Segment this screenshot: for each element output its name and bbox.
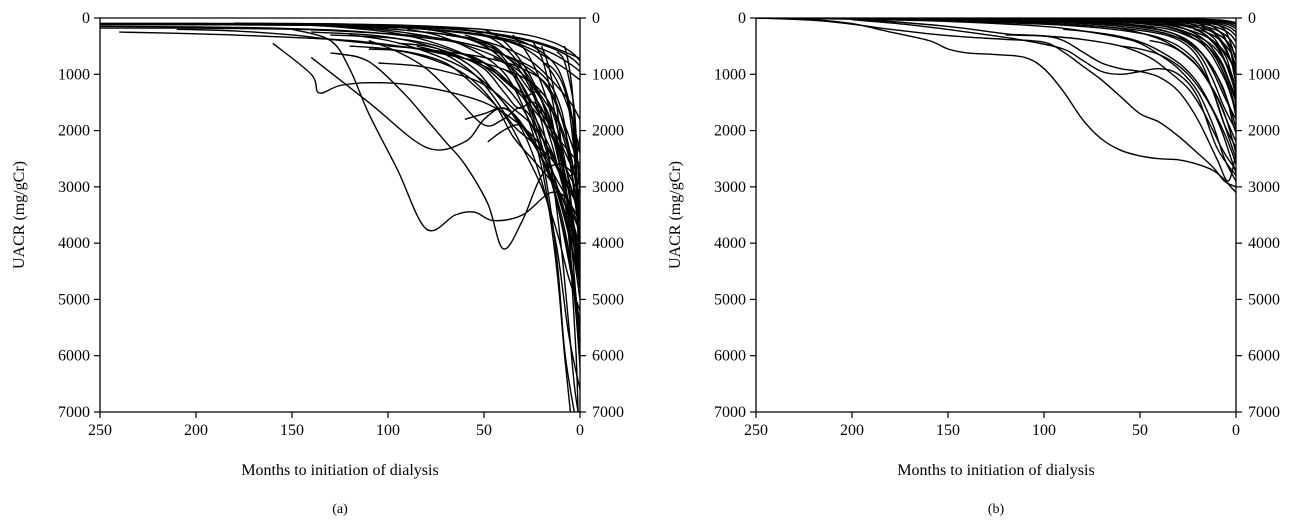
chart-a-y-tick-label: 1000	[58, 66, 90, 83]
chart-a-series-line	[563, 45, 580, 255]
chart-a-series-line	[387, 25, 575, 412]
chart-b-series-line	[756, 18, 1236, 148]
chart-a-y-tick-label: 4000	[58, 235, 90, 252]
chart-a-series-line	[368, 39, 580, 205]
chart-b-x-axis-title: Months to initiation of dialysis	[897, 462, 1094, 479]
chart-a-y-axis-title: UACR (mg/gCr)	[11, 161, 28, 269]
chart-b-right-y-tick-label: 7000	[1248, 404, 1280, 421]
chart-a-series-line	[445, 34, 579, 412]
chart-a-x-tick-label: 250	[88, 422, 112, 439]
chart-b-y-tick-label: 7000	[714, 404, 746, 421]
chart-b-series-line	[756, 18, 1236, 182]
chart-b-right-y-tick-label: 3000	[1248, 179, 1280, 196]
chart-a-x-tick-label: 50	[476, 422, 492, 439]
chart-b-series-line	[1149, 39, 1236, 154]
chart-a-right-y-tick-label: 5000	[592, 291, 624, 308]
chart-a-series-line	[330, 52, 580, 250]
chart-b-series-line	[1206, 22, 1236, 69]
chart-b-x-tick-label: 0	[1232, 422, 1240, 439]
chart-a-series-line	[272, 42, 580, 272]
chart-b-right-y-tick-label: 5000	[1248, 291, 1280, 308]
chart-b-y-tick-label: 2000	[714, 123, 746, 140]
chart-b-series-line	[1120, 45, 1236, 174]
chart-a-y-tick-label: 3000	[58, 179, 90, 196]
chart-b-x-tick-label: 150	[936, 422, 960, 439]
chart-a-series-line	[349, 34, 580, 390]
chart-b-y-tick-label: 1000	[714, 66, 746, 83]
chart-b-y-axis-title: UACR (mg/gCr)	[667, 161, 684, 269]
chart-a-right-y-tick-label: 3000	[592, 179, 624, 196]
chart-a-series-line	[487, 124, 580, 334]
chart-a-right-y-tick-label: 7000	[592, 404, 624, 421]
chart-a-series-line	[100, 22, 580, 60]
chart-a-y-tick-label: 6000	[58, 348, 90, 365]
chart-b-y-tick-label: 5000	[714, 291, 746, 308]
chart-b-right-y-tick-label: 1000	[1248, 66, 1280, 83]
chart-b-right-y-tick-label: 6000	[1248, 348, 1280, 365]
chart-b-right-y-tick-label: 4000	[1248, 235, 1280, 252]
chart-a-right-y-tick-label: 1000	[592, 66, 624, 83]
chart-b-panel-label: (b)	[988, 502, 1005, 517]
chart-a-series-group	[100, 22, 580, 412]
chart-b-series-line	[756, 18, 1236, 193]
chart-a-x-tick-label: 200	[184, 422, 208, 439]
chart-b-series-line	[756, 18, 1236, 188]
chart-b-x-tick-label: 200	[840, 422, 864, 439]
chart-b-x-tick-label: 100	[1032, 422, 1056, 439]
chart-a-series-line	[525, 90, 580, 289]
chart-a-x-tick-label: 150	[280, 422, 304, 439]
chart-b-series-line	[1178, 20, 1236, 92]
chart-b-series-line	[1182, 31, 1236, 114]
chart-a-y-tick-label: 0	[82, 10, 90, 27]
chart-a-right-y-tick-label: 4000	[592, 235, 624, 252]
chart-b-series-line	[1212, 21, 1236, 61]
chart-b-series-line	[1168, 34, 1236, 134]
chart-a-y-tick-label: 5000	[58, 291, 90, 308]
chart-a-x-tick-label: 100	[376, 422, 400, 439]
chart-b-y-tick-label: 3000	[714, 179, 746, 196]
chart-a-panel-label: (a)	[332, 502, 348, 517]
chart-a-series-line	[100, 25, 580, 244]
chart-a-series-line	[483, 28, 580, 261]
chart-panel-b: Months to initiation of dialysis UACR (m…	[667, 10, 1280, 517]
chart-a-series-line	[567, 102, 580, 283]
chart-a-x-axis-title: Months to initiation of dialysis	[241, 462, 438, 479]
chart-a-y-tick-label: 2000	[58, 123, 90, 140]
chart-b-series-line	[756, 18, 1236, 182]
chart-b-x-tick-label: 250	[744, 422, 768, 439]
chart-a-y-tick-label: 7000	[58, 404, 90, 421]
chart-b-series-line	[1063, 28, 1236, 165]
chart-a-series-line	[157, 24, 580, 73]
chart-b-y-tick-label: 6000	[714, 348, 746, 365]
chart-a-right-y-tick-label: 2000	[592, 123, 624, 140]
chart-b-right-y-tick-label: 2000	[1248, 123, 1280, 140]
chart-a-series-line	[100, 22, 580, 187]
chart-a-x-tick-label: 0	[576, 422, 584, 439]
chart-b-right-y-tick-label: 0	[1248, 10, 1256, 27]
chart-a-right-y-tick-label: 6000	[592, 348, 624, 365]
chart-panel-a: Months to initiation of dialysis UACR (m…	[11, 10, 624, 517]
chart-a-right-y-tick-label: 0	[592, 10, 600, 27]
chart-b-y-tick-label: 4000	[714, 235, 746, 252]
chart-b-series-group	[756, 18, 1236, 193]
chart-a-series-line	[234, 22, 580, 289]
chart-b-y-tick-label: 0	[738, 10, 746, 27]
chart-a-series-line	[368, 48, 580, 311]
chart-a-series-line	[540, 45, 579, 412]
chart-b-series-line	[1159, 21, 1236, 109]
chart-b-series-line	[1005, 34, 1236, 171]
chart-a-series-line	[291, 28, 580, 238]
chart-a-series-line	[378, 62, 580, 210]
chart-b-series-line	[1201, 25, 1236, 83]
chart-b-series-line	[1193, 28, 1236, 97]
chart-a-series-line	[512, 34, 580, 368]
chart-b-x-tick-label: 50	[1132, 422, 1148, 439]
chart-b-series-line	[851, 19, 1236, 177]
chart-b-series-line	[1149, 22, 1236, 117]
